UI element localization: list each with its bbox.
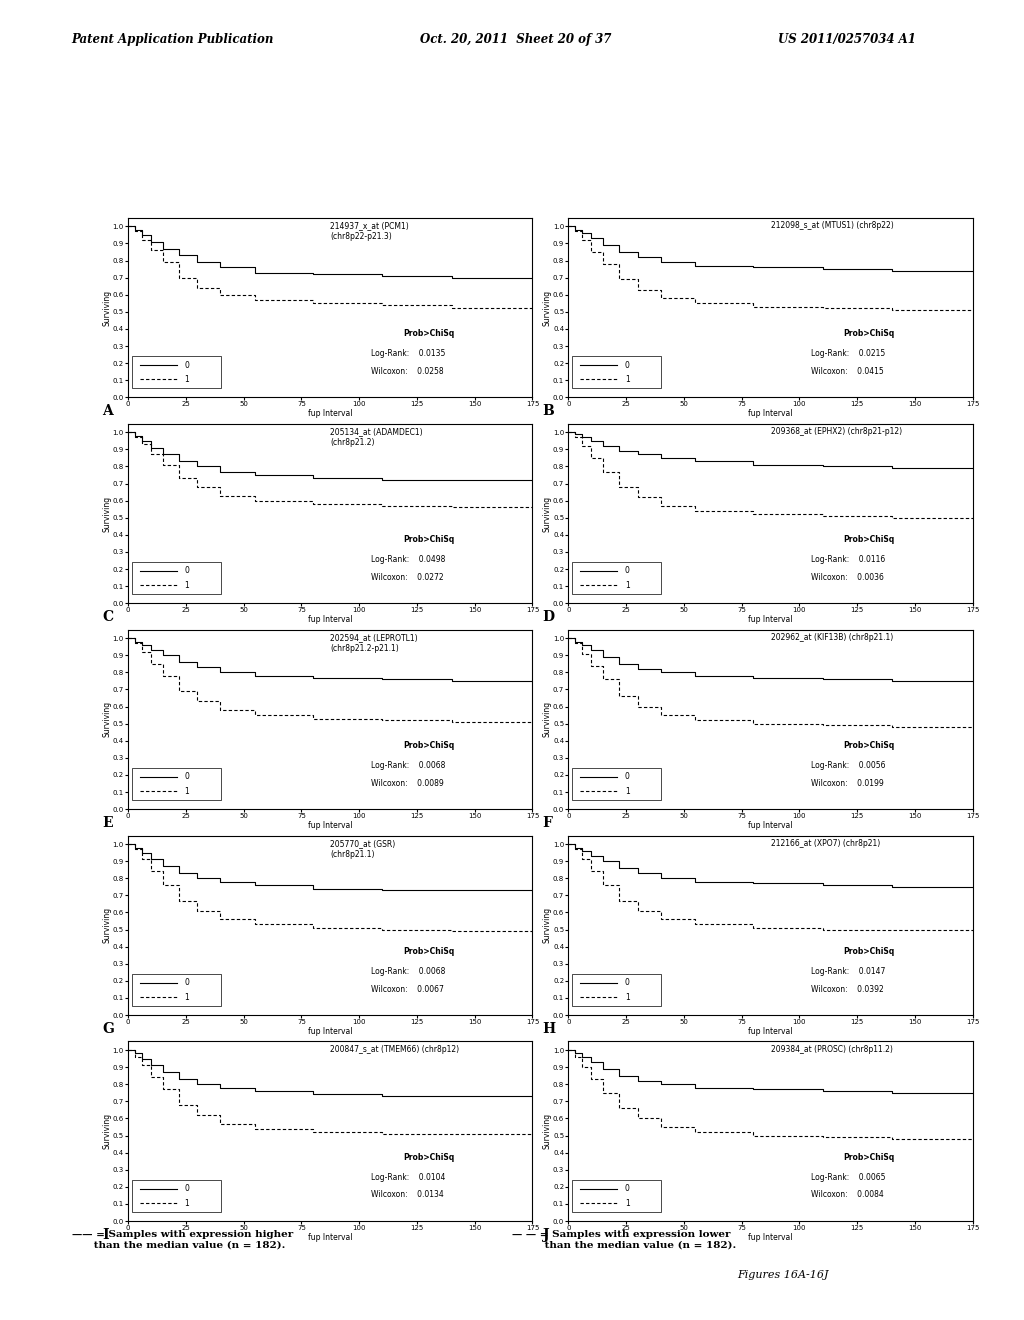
Text: 0: 0: [625, 1184, 630, 1193]
Text: 212166_at (XPO7) (chr8p21): 212166_at (XPO7) (chr8p21): [771, 840, 880, 849]
Text: Log-Rank:    0.0116: Log-Rank: 0.0116: [811, 554, 886, 564]
Text: 1: 1: [625, 993, 630, 1002]
Text: Log-Rank:    0.0135: Log-Rank: 0.0135: [371, 348, 445, 358]
Text: 1: 1: [625, 581, 630, 590]
Text: —— = Samples with expression higher
      than the median value (n = 182).: —— = Samples with expression higher than…: [72, 1230, 293, 1250]
Text: A: A: [102, 404, 113, 418]
Y-axis label: Surviving: Surviving: [543, 907, 552, 944]
Text: 1: 1: [625, 787, 630, 796]
Bar: [572, 562, 662, 594]
Text: J: J: [543, 1228, 549, 1242]
Text: Oct. 20, 2011  Sheet 20 of 37: Oct. 20, 2011 Sheet 20 of 37: [420, 33, 611, 46]
Text: 1: 1: [184, 375, 189, 384]
Text: Prob>ChiSq: Prob>ChiSq: [844, 946, 895, 956]
Bar: [132, 356, 221, 388]
X-axis label: fup Interval: fup Interval: [308, 409, 352, 418]
Text: Wilcoxon:    0.0036: Wilcoxon: 0.0036: [811, 573, 884, 582]
Text: 0: 0: [625, 978, 630, 987]
Text: 209384_at (PROSC) (chr8p11.2): 209384_at (PROSC) (chr8p11.2): [771, 1045, 893, 1055]
Y-axis label: Surviving: Surviving: [102, 289, 112, 326]
Bar: [572, 768, 662, 800]
Text: Wilcoxon:    0.0415: Wilcoxon: 0.0415: [811, 367, 884, 376]
Text: Wilcoxon:    0.0134: Wilcoxon: 0.0134: [371, 1191, 443, 1200]
Text: Prob>ChiSq: Prob>ChiSq: [844, 1152, 895, 1162]
Text: Prob>ChiSq: Prob>ChiSq: [403, 741, 455, 750]
Text: 202962_at (KIF13B) (chr8p21.1): 202962_at (KIF13B) (chr8p21.1): [771, 634, 893, 643]
Text: F: F: [543, 816, 553, 830]
Text: US 2011/0257034 A1: US 2011/0257034 A1: [778, 33, 916, 46]
Text: 209368_at (EPHX2) (chr8p21-p12): 209368_at (EPHX2) (chr8p21-p12): [771, 428, 902, 437]
Text: 212098_s_at (MTUS1) (chr8p22): 212098_s_at (MTUS1) (chr8p22): [771, 222, 893, 231]
Text: 1: 1: [184, 787, 189, 796]
Text: — — = Samples with expression lower
         than the median value (n = 182).: — — = Samples with expression lower than…: [512, 1230, 736, 1250]
Text: 200847_s_at (TMEM66) (chr8p12): 200847_s_at (TMEM66) (chr8p12): [330, 1045, 460, 1055]
Text: Log-Rank:    0.0104: Log-Rank: 0.0104: [371, 1172, 445, 1181]
Text: Wilcoxon:    0.0392: Wilcoxon: 0.0392: [811, 985, 884, 994]
Text: 0: 0: [184, 772, 189, 781]
Text: I: I: [102, 1228, 109, 1242]
Text: Log-Rank:    0.0215: Log-Rank: 0.0215: [811, 348, 886, 358]
Y-axis label: Surviving: Surviving: [543, 289, 552, 326]
Text: Log-Rank:    0.0056: Log-Rank: 0.0056: [811, 760, 886, 770]
Y-axis label: Surviving: Surviving: [543, 495, 552, 532]
Text: Prob>ChiSq: Prob>ChiSq: [403, 946, 455, 956]
Text: Prob>ChiSq: Prob>ChiSq: [403, 1152, 455, 1162]
Text: 205770_at (GSR)
(chr8p21.1): 205770_at (GSR) (chr8p21.1): [330, 840, 395, 858]
Text: 0: 0: [184, 360, 189, 370]
Text: 1: 1: [184, 581, 189, 590]
X-axis label: fup Interval: fup Interval: [308, 615, 352, 624]
Text: G: G: [102, 1022, 115, 1036]
X-axis label: fup Interval: fup Interval: [749, 1233, 793, 1242]
Y-axis label: Surviving: Surviving: [102, 907, 112, 944]
Text: Wilcoxon:    0.0272: Wilcoxon: 0.0272: [371, 573, 443, 582]
Y-axis label: Surviving: Surviving: [102, 701, 112, 738]
X-axis label: fup Interval: fup Interval: [749, 409, 793, 418]
X-axis label: fup Interval: fup Interval: [749, 821, 793, 830]
Text: Wilcoxon:    0.0067: Wilcoxon: 0.0067: [371, 985, 443, 994]
Text: Prob>ChiSq: Prob>ChiSq: [844, 329, 895, 338]
Y-axis label: Surviving: Surviving: [543, 701, 552, 738]
Text: 0: 0: [184, 1184, 189, 1193]
X-axis label: fup Interval: fup Interval: [749, 1027, 793, 1036]
Text: H: H: [543, 1022, 556, 1036]
Bar: [572, 1180, 662, 1212]
Text: 205134_at (ADAMDEC1)
(chr8p21.2): 205134_at (ADAMDEC1) (chr8p21.2): [330, 428, 423, 446]
Bar: [132, 768, 221, 800]
Text: D: D: [543, 610, 555, 624]
Text: B: B: [543, 404, 554, 418]
Text: Patent Application Publication: Patent Application Publication: [72, 33, 274, 46]
Text: 0: 0: [625, 566, 630, 576]
Text: Wilcoxon:    0.0089: Wilcoxon: 0.0089: [371, 779, 443, 788]
Text: Wilcoxon:    0.0199: Wilcoxon: 0.0199: [811, 779, 884, 788]
Text: 202594_at (LEPROTL1)
(chr8p21.2-p21.1): 202594_at (LEPROTL1) (chr8p21.2-p21.1): [330, 634, 418, 652]
Text: 0: 0: [184, 978, 189, 987]
Text: Wilcoxon:    0.0258: Wilcoxon: 0.0258: [371, 367, 443, 376]
X-axis label: fup Interval: fup Interval: [749, 615, 793, 624]
Text: Wilcoxon:    0.0084: Wilcoxon: 0.0084: [811, 1191, 884, 1200]
Text: 0: 0: [625, 360, 630, 370]
X-axis label: fup Interval: fup Interval: [308, 1027, 352, 1036]
Text: Log-Rank:    0.0147: Log-Rank: 0.0147: [811, 966, 886, 975]
Text: Log-Rank:    0.0065: Log-Rank: 0.0065: [811, 1172, 886, 1181]
Bar: [132, 562, 221, 594]
Text: Prob>ChiSq: Prob>ChiSq: [403, 329, 455, 338]
Text: 1: 1: [625, 1199, 630, 1208]
Y-axis label: Surviving: Surviving: [102, 1113, 112, 1150]
Text: Prob>ChiSq: Prob>ChiSq: [844, 741, 895, 750]
Text: Log-Rank:    0.0498: Log-Rank: 0.0498: [371, 554, 445, 564]
Text: Log-Rank:    0.0068: Log-Rank: 0.0068: [371, 760, 445, 770]
Bar: [132, 974, 221, 1006]
X-axis label: fup Interval: fup Interval: [308, 1233, 352, 1242]
Text: Log-Rank:    0.0068: Log-Rank: 0.0068: [371, 966, 445, 975]
Text: Prob>ChiSq: Prob>ChiSq: [403, 535, 455, 544]
Bar: [572, 974, 662, 1006]
Text: 0: 0: [625, 772, 630, 781]
Text: 1: 1: [625, 375, 630, 384]
Text: 1: 1: [184, 993, 189, 1002]
Text: Prob>ChiSq: Prob>ChiSq: [844, 535, 895, 544]
Text: C: C: [102, 610, 114, 624]
Y-axis label: Surviving: Surviving: [543, 1113, 552, 1150]
Text: 1: 1: [184, 1199, 189, 1208]
Y-axis label: Surviving: Surviving: [102, 495, 112, 532]
Bar: [572, 356, 662, 388]
